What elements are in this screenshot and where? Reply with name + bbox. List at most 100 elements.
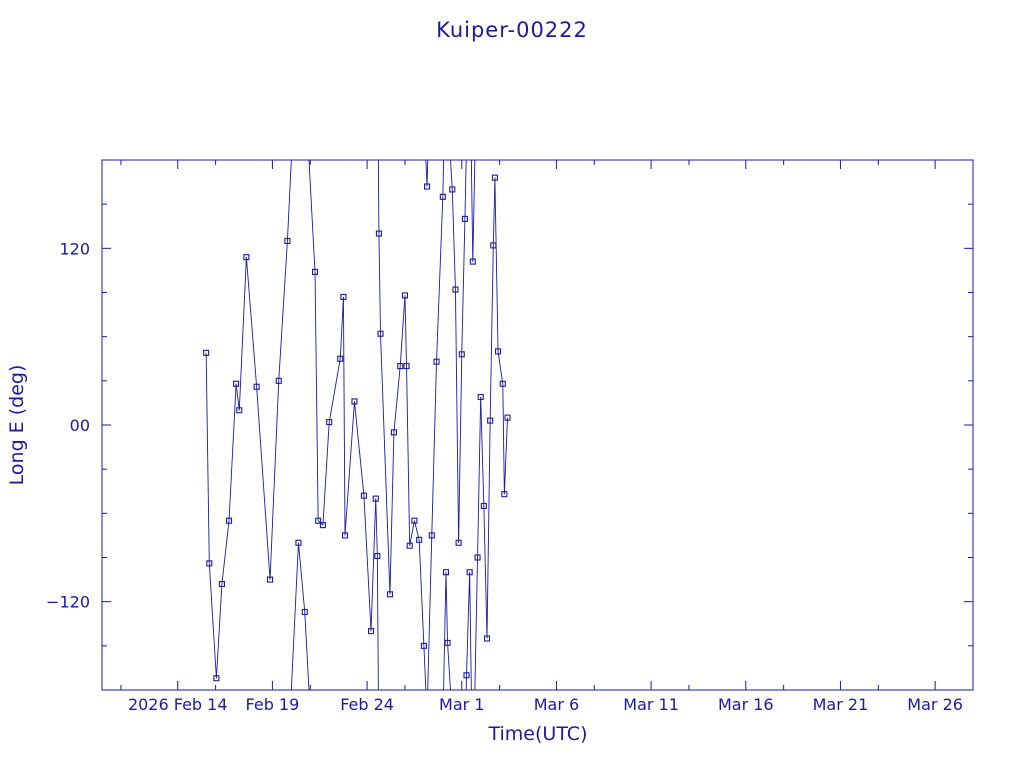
data-point — [340, 293, 347, 300]
series-line-segment — [442, 160, 445, 197]
series-line-segment — [464, 160, 467, 219]
y-axis-label: Long E (deg) — [6, 365, 28, 486]
data-point — [375, 230, 382, 237]
data-point — [233, 380, 240, 387]
data-point — [466, 569, 473, 576]
data-point — [483, 635, 491, 642]
series-line-segment — [235, 383, 240, 411]
series-line-segment — [205, 352, 210, 564]
data-point — [416, 536, 423, 543]
data-point — [420, 642, 427, 649]
series-line-segment — [328, 358, 341, 423]
series-line-segment — [208, 563, 217, 679]
data-point — [390, 429, 397, 436]
data-point — [452, 286, 459, 293]
data-point — [275, 377, 282, 384]
data-point — [458, 351, 465, 358]
data-point — [480, 502, 487, 510]
x-tick-label: Mar 11 — [623, 695, 679, 714]
data-point — [397, 363, 404, 370]
series-line-segment — [221, 520, 230, 585]
data-point — [477, 393, 484, 401]
data-point — [351, 398, 358, 405]
series-line-segment — [393, 366, 401, 433]
series-line-segment — [238, 257, 247, 411]
data-point — [442, 569, 450, 576]
series-line-segment — [290, 542, 299, 690]
axis-ticks — [102, 160, 973, 690]
series-line-segment — [451, 189, 456, 290]
data-point — [411, 517, 418, 524]
x-tick-label: Mar 1 — [439, 695, 484, 714]
series-line-segment — [486, 420, 491, 639]
series-line-segment — [443, 572, 447, 690]
data-point — [490, 242, 497, 249]
series-line-segment — [470, 160, 474, 262]
data-point — [444, 639, 451, 646]
data-point — [203, 349, 210, 356]
data-point — [367, 628, 375, 635]
series-line-segment — [377, 160, 380, 234]
series-line-segment — [494, 177, 499, 352]
series-line-segment — [256, 386, 271, 580]
series-line-segment — [344, 401, 355, 536]
data-point — [386, 591, 394, 598]
data-point — [243, 254, 250, 261]
series-line-segment — [399, 295, 406, 367]
y-tick-label: 120 — [59, 239, 90, 258]
data-point — [213, 675, 220, 682]
series-line-segment — [304, 611, 310, 690]
data-point — [266, 576, 274, 583]
x-tick-label: Mar 21 — [813, 695, 869, 714]
series-line-segment — [378, 233, 381, 334]
tick-labels: 2026 Feb 14 Feb 19 Feb 24 Mar 1 Mar 6 Mar 11 M… — [46, 239, 963, 714]
data-point — [319, 522, 326, 529]
series-line-segment — [228, 383, 237, 521]
data-point — [495, 348, 502, 355]
series-line-segment — [380, 333, 391, 595]
data-point — [501, 491, 508, 498]
series-line-segment — [497, 351, 504, 384]
x-tick-label: Mar 16 — [718, 695, 774, 714]
data-point — [315, 517, 322, 524]
series-line-segment — [492, 177, 496, 246]
series-line-segment — [413, 520, 420, 540]
x-axis-label: Time(UTC) — [488, 723, 588, 745]
x-tick-label: Mar 6 — [534, 695, 579, 714]
data-point — [301, 608, 308, 616]
plot-area — [203, 160, 511, 690]
series-line-segment — [458, 354, 463, 543]
y-tick-label: 00 — [70, 416, 90, 435]
data-point — [326, 419, 333, 426]
x-tick-label: 2026 Feb 14 — [128, 695, 228, 714]
data-point — [295, 539, 302, 546]
series-line-segment — [472, 160, 476, 262]
series-line-segment — [298, 542, 306, 613]
data-point — [311, 268, 319, 275]
data-point — [341, 532, 349, 539]
data-point — [439, 193, 446, 200]
data-point — [372, 495, 379, 502]
series-line-segment — [454, 289, 460, 543]
series-line-segment — [418, 539, 425, 646]
series-line-segment — [445, 572, 449, 643]
series-line-segment — [269, 380, 280, 580]
data-point — [449, 186, 456, 193]
series-line-segment — [376, 556, 379, 690]
data-point — [428, 532, 435, 539]
data-point — [455, 539, 462, 546]
data-point — [377, 330, 384, 337]
data-point — [491, 174, 498, 181]
series-line-segment — [389, 432, 395, 595]
plot-frame — [101, 159, 974, 691]
series-line-segment — [245, 257, 258, 387]
series-line-segment — [286, 160, 292, 241]
x-tick-label: Feb 19 — [246, 695, 300, 714]
series-line-segment — [427, 535, 433, 690]
series-line-segment — [363, 495, 372, 632]
data-point — [225, 517, 233, 524]
series-line-segment — [450, 160, 453, 190]
series-line-segment — [370, 498, 377, 632]
data-point — [487, 417, 494, 424]
